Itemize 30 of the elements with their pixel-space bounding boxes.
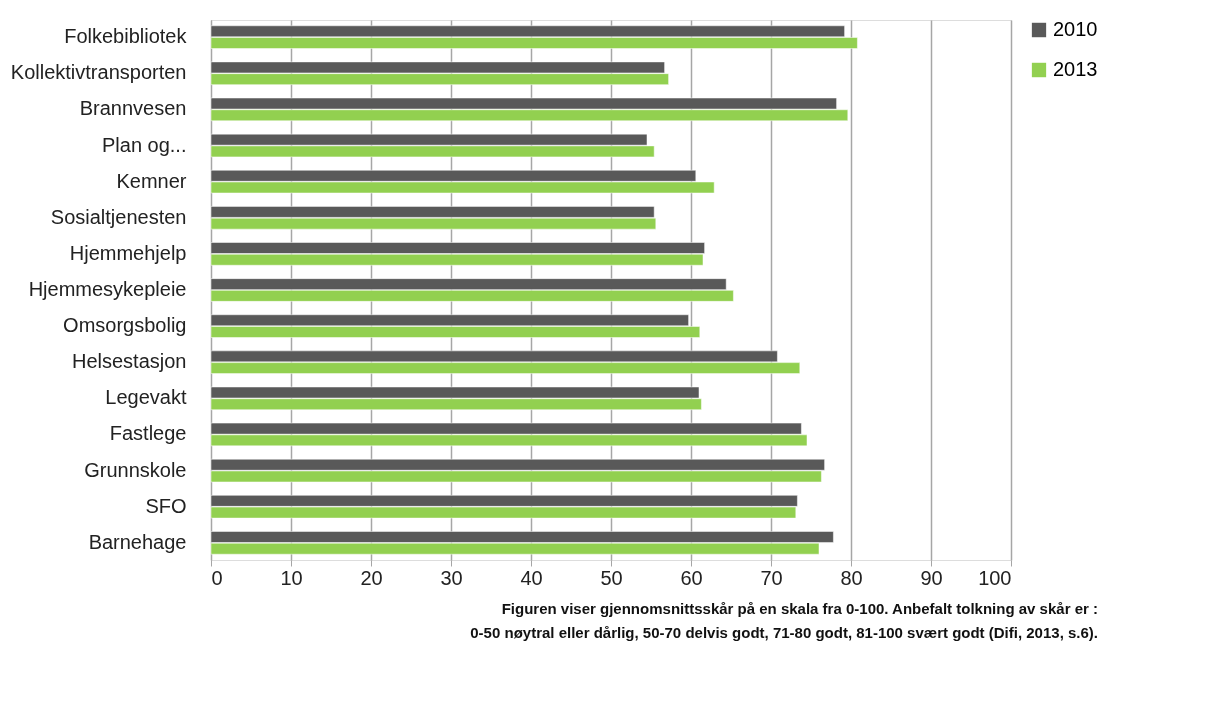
y-tick-label: Fastlege <box>109 422 187 445</box>
y-tick-label: Hjemmesykepleie <box>28 278 187 300</box>
text: 0-50 nøytral eller dårlig, 50-70 delvis godt, 71-80 godt, 81-100 svært godt (Difi, 2013, s.6). <box>470 624 1098 641</box>
x-tick-label: 30 <box>440 566 463 589</box>
x-tick-label: 10 <box>280 566 303 589</box>
x-tick-label: 0 <box>211 566 223 589</box>
x-tick-label: 60 <box>680 566 703 589</box>
x-tick-label: 100 <box>978 566 1012 589</box>
y-tick-label: Kollektivtransporten <box>10 61 187 84</box>
y-tick-label: Plan og... <box>101 133 187 156</box>
y-tick-label: Omsorgsbolig <box>63 314 187 337</box>
legend-label: 2010 <box>1053 18 1098 40</box>
y-tick-label: Kemner <box>116 169 187 192</box>
y-tick-label: Hjemmehjelp <box>69 241 187 264</box>
y-tick-label: Brannvesen <box>79 97 187 120</box>
y-tick-label: Folkebibliotek <box>64 25 188 48</box>
x-tick-label: 90 <box>920 566 943 589</box>
x-tick-label: 80 <box>840 566 863 589</box>
x-tick-label: 50 <box>600 566 623 589</box>
x-tick-label: 40 <box>520 566 543 589</box>
y-tick-label: Barnehage <box>88 530 187 553</box>
y-tick-label: Legevakt <box>105 386 187 409</box>
y-tick-label: SFO <box>145 494 187 517</box>
text: Figuren viser gjennomsnittsskår på en skala fra 0-100. Anbefalt tolkning av skår er : <box>501 600 1098 617</box>
legend-label: 2013 <box>1053 58 1098 80</box>
y-tick-label: Grunnskole <box>84 458 187 481</box>
y-tick-label: Sosialtjenesten <box>50 205 187 228</box>
y-tick-label: Helsestasjon <box>71 350 187 373</box>
x-tick-label: 70 <box>760 566 783 589</box>
x-tick-label: 20 <box>360 566 383 589</box>
